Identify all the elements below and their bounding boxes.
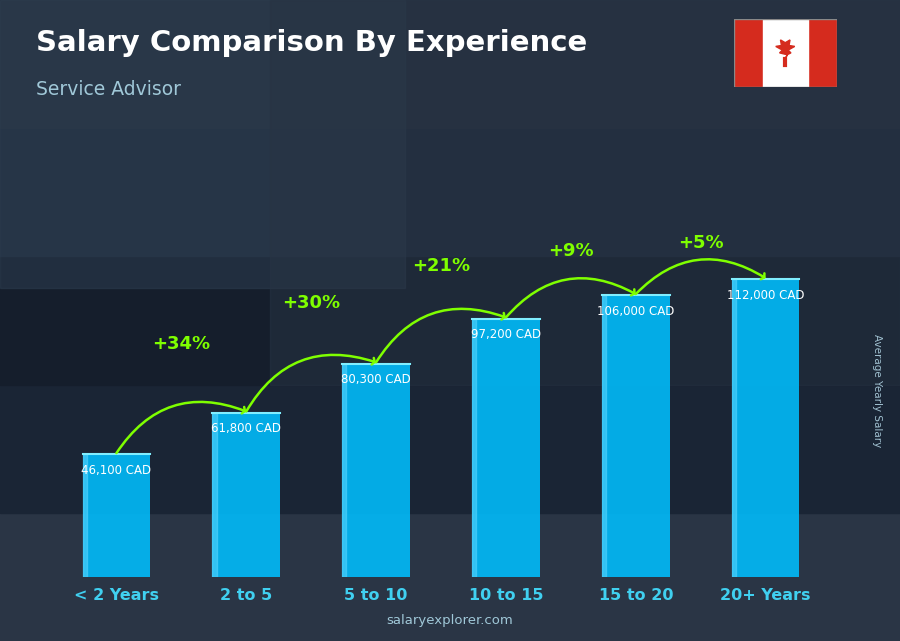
Bar bbox=[0, 0, 900, 128]
Text: 106,000 CAD: 106,000 CAD bbox=[597, 304, 674, 318]
Text: +5%: +5% bbox=[678, 233, 724, 252]
Text: +30%: +30% bbox=[282, 294, 340, 312]
Bar bbox=[0, 385, 900, 513]
Bar bbox=[212, 413, 217, 577]
Bar bbox=[472, 319, 540, 577]
Bar bbox=[472, 319, 476, 577]
Text: Salary Comparison By Experience: Salary Comparison By Experience bbox=[36, 29, 587, 57]
Bar bbox=[602, 296, 670, 577]
Bar bbox=[0, 0, 405, 288]
Bar bbox=[83, 454, 86, 577]
Bar bbox=[342, 363, 346, 577]
Text: 80,300 CAD: 80,300 CAD bbox=[341, 373, 411, 386]
Bar bbox=[734, 19, 763, 87]
Text: 112,000 CAD: 112,000 CAD bbox=[727, 289, 805, 302]
Bar bbox=[0, 128, 900, 256]
Text: 46,100 CAD: 46,100 CAD bbox=[81, 464, 151, 477]
Text: Average Yearly Salary: Average Yearly Salary bbox=[872, 335, 883, 447]
Text: 61,800 CAD: 61,800 CAD bbox=[212, 422, 281, 435]
Polygon shape bbox=[776, 40, 795, 60]
Bar bbox=[602, 296, 606, 577]
Bar bbox=[763, 19, 807, 87]
Bar bbox=[270, 0, 900, 385]
Text: Service Advisor: Service Advisor bbox=[36, 80, 181, 99]
Bar bbox=[212, 413, 280, 577]
Bar bbox=[0, 513, 900, 641]
Bar bbox=[732, 279, 799, 577]
Text: +21%: +21% bbox=[412, 257, 470, 275]
Bar bbox=[807, 19, 837, 87]
Bar bbox=[342, 363, 410, 577]
Text: +9%: +9% bbox=[548, 242, 594, 260]
Bar bbox=[732, 279, 736, 577]
Text: salaryexplorer.com: salaryexplorer.com bbox=[387, 614, 513, 627]
Text: 97,200 CAD: 97,200 CAD bbox=[471, 328, 541, 341]
Bar bbox=[0, 256, 900, 385]
Bar bbox=[83, 454, 150, 577]
Text: +34%: +34% bbox=[152, 335, 211, 353]
